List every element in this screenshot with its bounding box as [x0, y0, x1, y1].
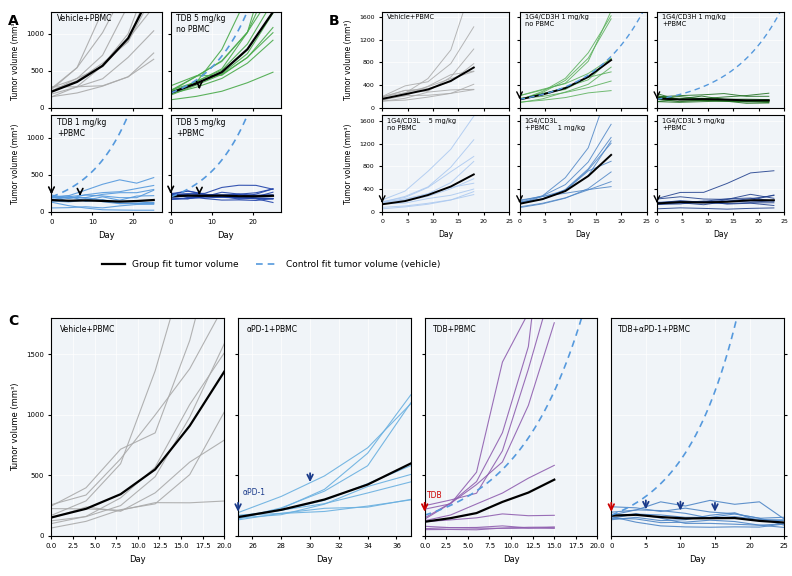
Text: TDB 5 mg/kg
no PBMC: TDB 5 mg/kg no PBMC	[177, 14, 226, 34]
Text: 1G4/CD3L
+PBMC    1 mg/kg: 1G4/CD3L +PBMC 1 mg/kg	[524, 118, 584, 131]
Y-axis label: Tumor volume (mm³): Tumor volume (mm³)	[11, 123, 21, 204]
X-axis label: Day: Day	[218, 231, 234, 240]
X-axis label: Day: Day	[503, 555, 520, 564]
Text: αPD-1: αPD-1	[242, 488, 265, 497]
X-axis label: Day: Day	[689, 555, 706, 564]
Text: 1G4/CD3H 1 mg/kg
+PBMC: 1G4/CD3H 1 mg/kg +PBMC	[662, 14, 725, 28]
Text: Vehicle+PBMC: Vehicle+PBMC	[60, 325, 116, 334]
Text: TDB 1 mg/kg
+PBMC: TDB 1 mg/kg +PBMC	[57, 118, 106, 138]
Text: TDB+αPD-1+PBMC: TDB+αPD-1+PBMC	[619, 325, 691, 334]
Text: Vehicle+PBMC: Vehicle+PBMC	[57, 14, 112, 24]
Text: 1G4/CD3H 1 mg/kg
no PBMC: 1G4/CD3H 1 mg/kg no PBMC	[524, 14, 588, 28]
Text: αPD-1+PBMC: αPD-1+PBMC	[247, 325, 298, 334]
Y-axis label: Tumor volume (mm³): Tumor volume (mm³)	[11, 20, 21, 100]
Y-axis label: Tumor volume (mm³): Tumor volume (mm³)	[345, 123, 353, 204]
Text: 1G4/CD3L 5 mg/kg
+PBMC: 1G4/CD3L 5 mg/kg +PBMC	[662, 118, 725, 131]
X-axis label: Day: Day	[98, 231, 115, 240]
Text: Vehicle+PBMC: Vehicle+PBMC	[387, 14, 436, 20]
X-axis label: Day: Day	[130, 555, 147, 564]
X-axis label: Day: Day	[316, 555, 333, 564]
Text: 1G4/CD3L    5 mg/kg
no PBMC: 1G4/CD3L 5 mg/kg no PBMC	[387, 118, 456, 131]
Text: TDB 5 mg/kg
+PBMC: TDB 5 mg/kg +PBMC	[177, 118, 226, 138]
Y-axis label: Tumor volume (mm³): Tumor volume (mm³)	[345, 20, 353, 100]
Text: A: A	[8, 14, 19, 28]
Text: B: B	[329, 14, 339, 28]
X-axis label: Day: Day	[576, 230, 591, 239]
Text: TDB: TDB	[427, 491, 443, 500]
X-axis label: Day: Day	[438, 230, 453, 239]
Legend: Group fit tumor volume, Control fit tumor volume (vehicle): Group fit tumor volume, Control fit tumo…	[98, 257, 444, 273]
Y-axis label: Tumor volume (mm³): Tumor volume (mm³)	[11, 382, 21, 471]
X-axis label: Day: Day	[713, 230, 728, 239]
Text: C: C	[8, 314, 18, 328]
Text: TDB+PBMC: TDB+PBMC	[433, 325, 477, 334]
